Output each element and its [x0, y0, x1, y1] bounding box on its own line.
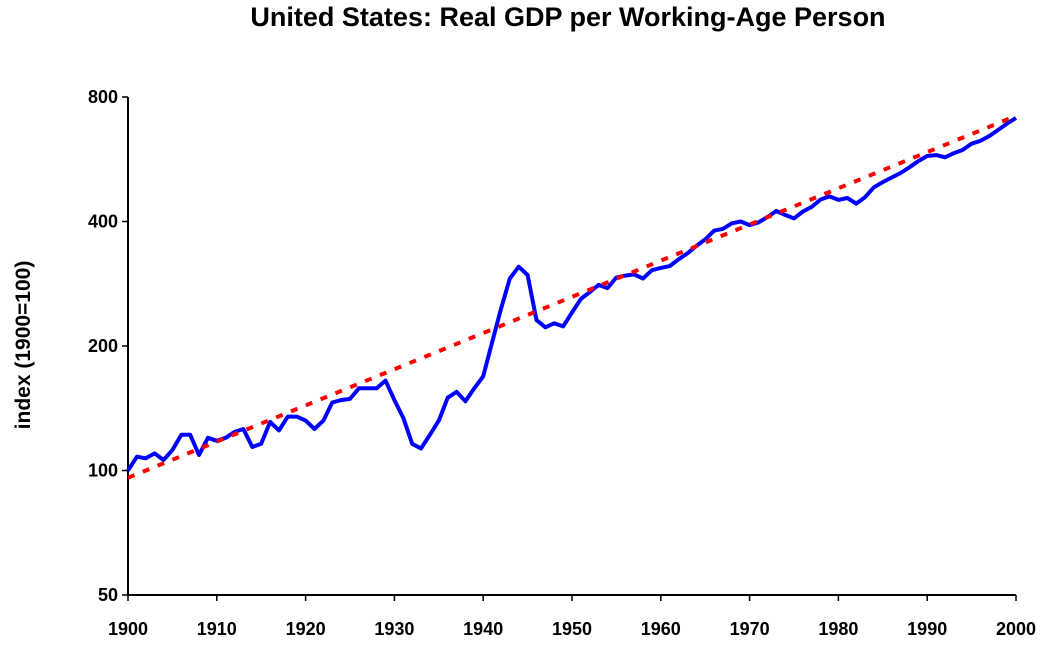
x-tick-label: 1930 — [374, 619, 414, 639]
gdp-series-line — [126, 116, 1018, 472]
y-tick-label: 800 — [88, 87, 118, 107]
x-tick-label: 1970 — [730, 619, 770, 639]
y-axis-label: index (1900=100) — [12, 261, 35, 430]
trend-line — [127, 114, 1017, 480]
chart-title: United States: Real GDP per Working-Age … — [250, 2, 885, 32]
axes — [127, 97, 1016, 596]
series-group — [126, 114, 1018, 480]
x-tick-label: 1920 — [286, 619, 326, 639]
x-tick-label: 1980 — [818, 619, 858, 639]
y-tick-label: 50 — [98, 585, 118, 605]
x-tick-label: 2000 — [996, 619, 1036, 639]
x-tick-label: 1900 — [108, 619, 148, 639]
x-tick-label: 1990 — [907, 619, 947, 639]
x-tick-label: 1950 — [552, 619, 592, 639]
y-tick-label: 400 — [88, 212, 118, 232]
x-tick-label: 1940 — [463, 619, 503, 639]
y-axis-ticks: 50 100 200 400 800 — [88, 87, 128, 605]
x-tick-label: 1910 — [197, 619, 237, 639]
x-tick-label: 1960 — [641, 619, 681, 639]
y-tick-label: 100 — [88, 461, 118, 481]
y-tick-label: 200 — [88, 336, 118, 356]
x-axis-ticks: 1900 1910 1920 1930 1940 1950 1960 1970 1980 1990… — [108, 595, 1036, 639]
